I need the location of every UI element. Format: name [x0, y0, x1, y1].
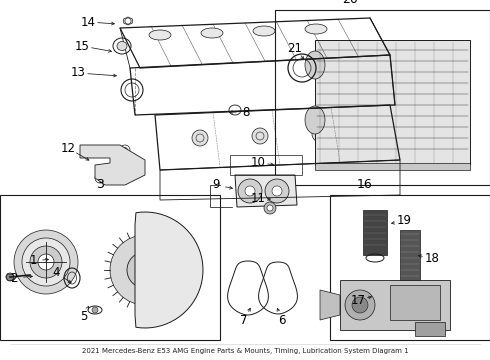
Bar	[340, 280, 450, 330]
Bar	[230, 155, 302, 175]
Text: 8: 8	[243, 105, 250, 118]
Text: 7: 7	[240, 314, 248, 327]
Circle shape	[345, 290, 375, 320]
Text: 13: 13	[71, 67, 85, 80]
Bar	[275, 10, 490, 185]
Text: 2021 Mercedes-Benz E53 AMG Engine Parts & Mounts, Timing, Lubrication System Dia: 2021 Mercedes-Benz E53 AMG Engine Parts …	[82, 348, 408, 354]
Circle shape	[95, 173, 105, 183]
Ellipse shape	[149, 30, 171, 40]
Text: 2: 2	[10, 271, 18, 284]
Text: 10: 10	[250, 157, 266, 170]
Bar	[363, 210, 387, 255]
Text: 1: 1	[29, 255, 37, 267]
Polygon shape	[320, 290, 340, 320]
Bar	[330, 195, 490, 340]
Circle shape	[14, 230, 78, 294]
Circle shape	[265, 179, 289, 203]
Circle shape	[192, 130, 208, 146]
Text: 5: 5	[80, 310, 88, 323]
Text: 9: 9	[212, 179, 220, 192]
Circle shape	[245, 186, 255, 196]
Text: 18: 18	[424, 252, 440, 265]
Circle shape	[30, 246, 62, 278]
Circle shape	[352, 297, 368, 313]
Polygon shape	[315, 163, 470, 170]
Circle shape	[22, 238, 70, 286]
Circle shape	[98, 175, 102, 180]
Text: 12: 12	[60, 141, 75, 154]
Text: 3: 3	[96, 178, 104, 191]
Ellipse shape	[305, 106, 325, 134]
Bar	[0, 195, 220, 340]
Circle shape	[120, 145, 130, 155]
Circle shape	[38, 254, 54, 270]
Circle shape	[264, 202, 276, 214]
Polygon shape	[80, 145, 145, 185]
Circle shape	[125, 18, 131, 24]
Bar	[400, 230, 420, 285]
Ellipse shape	[201, 28, 223, 38]
Circle shape	[238, 179, 262, 203]
Text: 14: 14	[80, 15, 96, 28]
Circle shape	[127, 252, 163, 288]
Circle shape	[6, 273, 14, 281]
Circle shape	[137, 262, 153, 278]
Circle shape	[110, 235, 180, 305]
Bar	[315, 40, 470, 165]
Text: 4: 4	[52, 266, 60, 279]
Circle shape	[272, 186, 282, 196]
Ellipse shape	[117, 41, 127, 50]
Circle shape	[122, 148, 127, 153]
Circle shape	[92, 307, 98, 313]
Ellipse shape	[305, 24, 327, 34]
Text: 17: 17	[350, 293, 366, 306]
Text: 16: 16	[357, 178, 373, 191]
Polygon shape	[235, 175, 297, 207]
Text: 19: 19	[396, 215, 412, 228]
Bar	[415, 322, 445, 336]
Text: 11: 11	[250, 193, 266, 206]
Ellipse shape	[253, 26, 275, 36]
Polygon shape	[123, 17, 132, 25]
Circle shape	[312, 126, 328, 142]
Text: 15: 15	[74, 40, 90, 53]
Ellipse shape	[305, 51, 325, 79]
Bar	[390, 285, 440, 320]
Text: 21: 21	[288, 41, 302, 54]
Circle shape	[252, 128, 268, 144]
Text: 6: 6	[278, 314, 286, 327]
Circle shape	[267, 205, 273, 211]
Text: 20: 20	[342, 0, 358, 6]
Polygon shape	[135, 212, 203, 328]
